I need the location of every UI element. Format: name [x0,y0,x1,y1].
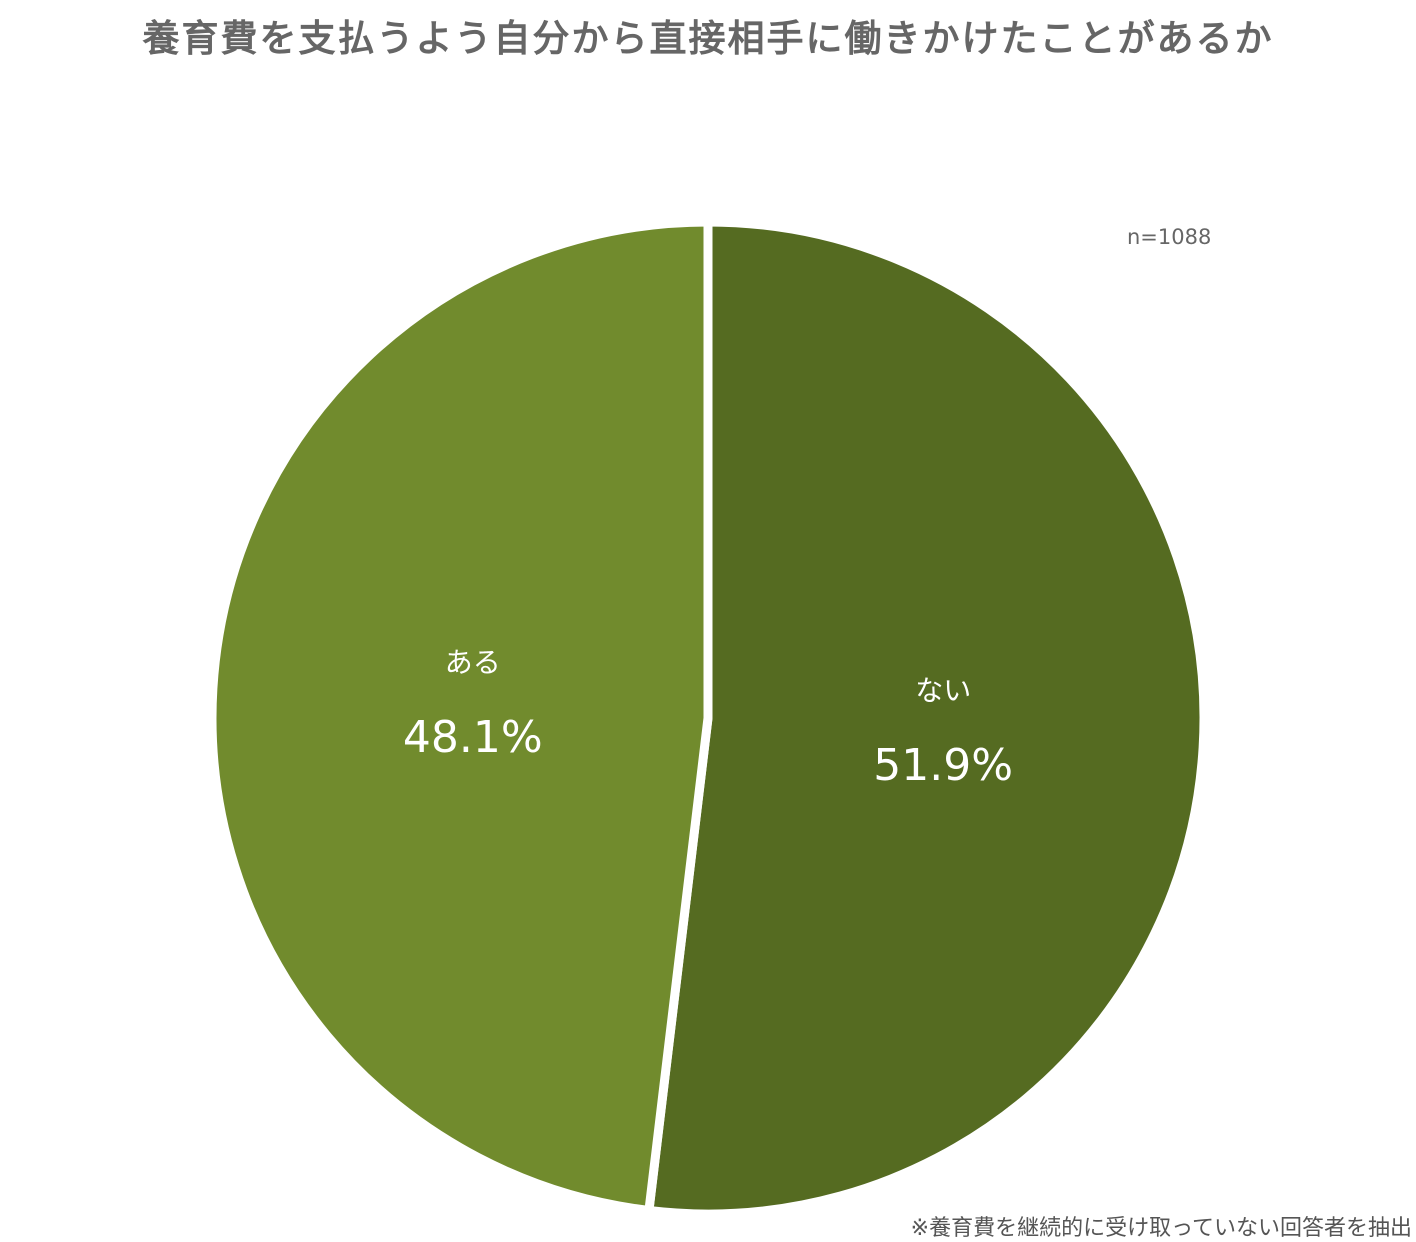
slice-value-1: 48.1% [403,712,543,763]
pie-slice-0 [644,217,1209,1219]
footnote: ※養育費を継続的に受け取っていない回答者を抽出 [910,1216,1412,1241]
sample-size-label: n=1088 [1127,225,1212,249]
pie-slice-1 [207,217,713,1215]
chart-title: 養育費を支払うよう自分から直接相手に働きかけたことがあるか [142,17,1274,60]
slice-label-1: ある [445,646,501,679]
slice-value-0: 51.9% [873,740,1013,791]
slice-label-0: ない [915,674,971,707]
